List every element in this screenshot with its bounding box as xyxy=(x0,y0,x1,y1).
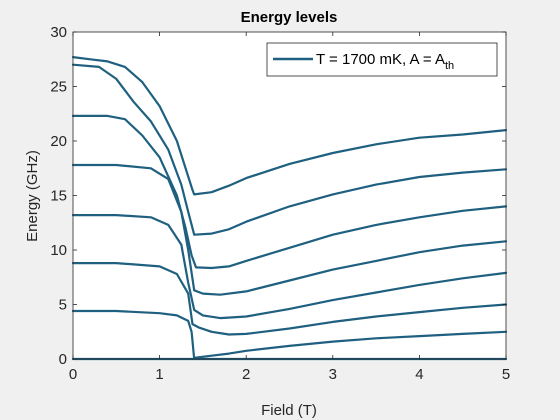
y-axis-label: Energy (GHz) xyxy=(24,150,41,242)
y-tick-label: 20 xyxy=(50,133,67,150)
legend: T = 1700 mK, A = Ath xyxy=(266,42,498,77)
x-axis-ticks: 0 1 2 3 4 5 xyxy=(69,32,510,383)
series-line-4 xyxy=(71,214,508,320)
x-tick-label: 5 xyxy=(502,366,510,383)
series-layer xyxy=(71,56,508,361)
chart-title: Energy levels xyxy=(241,9,338,26)
series-line-1 xyxy=(71,309,196,361)
series-line-6 xyxy=(71,114,508,270)
series-line-2 xyxy=(193,330,508,359)
y-tick-label: 5 xyxy=(59,297,67,314)
legend-entry-subscript: th xyxy=(445,60,454,72)
legend-entry-text: T = 1700 mK, A = A xyxy=(316,51,445,68)
y-axis-ticks: 0 5 10 15 20 25 30 xyxy=(50,24,506,368)
x-axis-label: Field (T) xyxy=(261,402,317,419)
y-tick-label: 10 xyxy=(50,242,67,259)
x-tick-label: 0 xyxy=(69,366,77,383)
series-line-8 xyxy=(71,56,508,196)
y-tick-label: 0 xyxy=(59,351,67,368)
series-line-3 xyxy=(71,262,508,336)
legend-entry: T = 1700 mK, A = Ath xyxy=(316,51,454,72)
series-line-5 xyxy=(71,163,508,296)
series-line-7 xyxy=(71,63,508,236)
x-tick-label: 2 xyxy=(242,366,250,383)
y-tick-label: 30 xyxy=(50,24,67,41)
x-tick-label: 3 xyxy=(329,366,337,383)
x-tick-label: 4 xyxy=(415,366,423,383)
x-tick-label: 1 xyxy=(155,366,163,383)
y-tick-label: 15 xyxy=(50,188,67,205)
y-tick-label: 25 xyxy=(50,79,67,96)
